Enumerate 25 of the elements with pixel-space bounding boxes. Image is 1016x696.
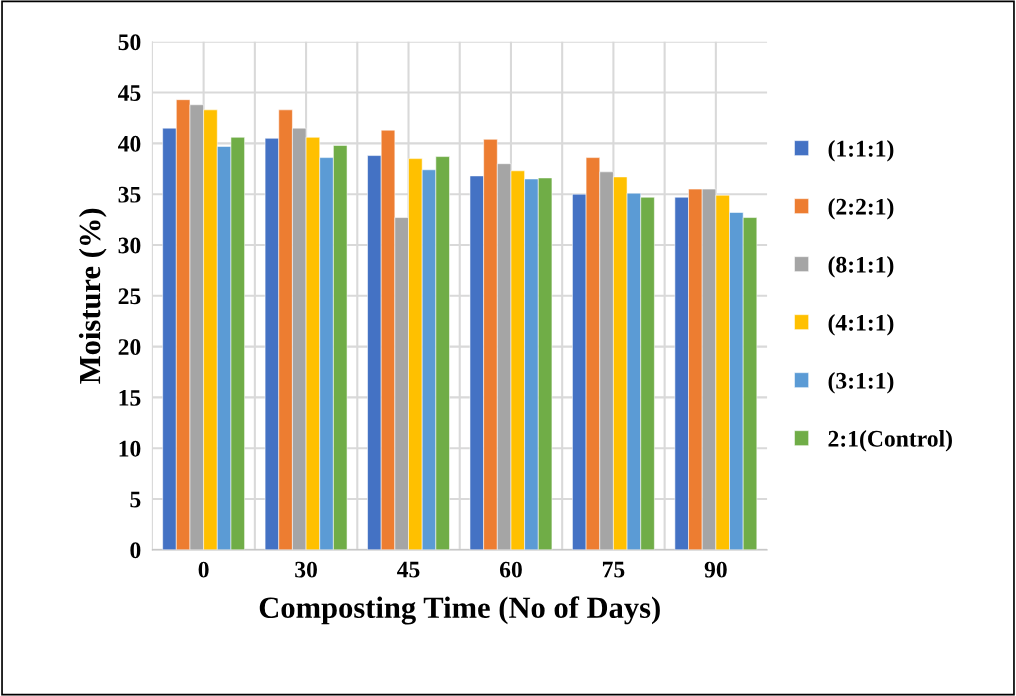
y-tick-label: 35 <box>118 186 141 203</box>
y-tick-label: 50 <box>118 34 141 51</box>
legend-label: 2:1(Control) <box>828 430 952 452</box>
x-tick-label: 75 <box>602 561 625 578</box>
legend-label: (1:1:1) <box>828 140 894 162</box>
x-tick-label: 30 <box>295 561 317 578</box>
y-tick-label: 25 <box>118 288 141 305</box>
legend-label: (3:1:1) <box>828 372 894 394</box>
y-tick-label: 20 <box>118 339 141 356</box>
legend-label: (4:1:1) <box>828 314 894 336</box>
x-axis-title: Composting Time (No of Days) <box>259 596 660 625</box>
legend-label: (8:1:1) <box>828 256 894 278</box>
x-tick-label: 60 <box>499 561 522 578</box>
y-axis-title: Moisture (%) <box>78 208 107 384</box>
y-tick-label: 5 <box>130 491 141 508</box>
x-tick-label: 45 <box>397 561 420 578</box>
y-tick-label: 15 <box>119 390 141 406</box>
x-tick-label: 90 <box>704 561 727 578</box>
y-tick-label: 40 <box>118 135 141 152</box>
legend-label: (2:2:1) <box>828 198 894 220</box>
y-tick-label: 0 <box>130 542 141 559</box>
y-tick-label: 30 <box>118 237 141 254</box>
y-tick-label: 45 <box>118 85 141 101</box>
x-tick-label: 0 <box>198 561 209 578</box>
y-tick-label: 10 <box>119 440 141 457</box>
